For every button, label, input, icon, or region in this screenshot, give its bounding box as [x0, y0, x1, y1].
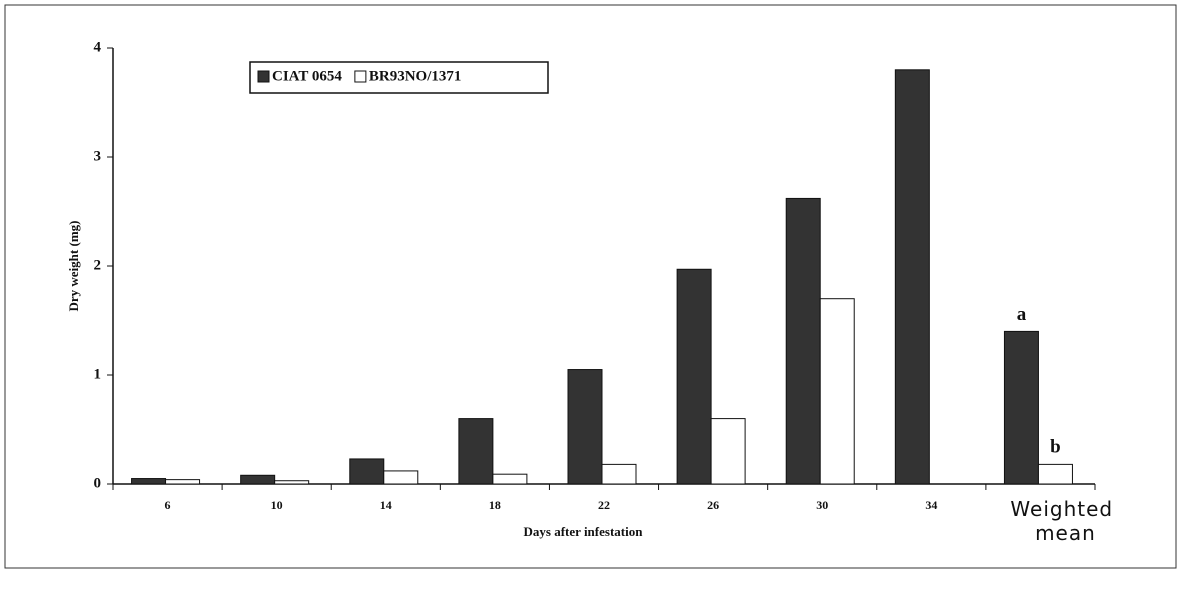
legend-swatch [257, 70, 270, 83]
bar [601, 463, 637, 485]
x-tick-label: 34 [925, 498, 937, 512]
x-tick-label: 10 [271, 498, 283, 512]
x-tick-label: 26 [707, 498, 719, 512]
bar [710, 418, 746, 485]
legend-label: BR93NO/1371 [369, 68, 462, 84]
y-tick-label: 1 [94, 366, 102, 382]
bar [567, 369, 603, 485]
y-tick-label: 0 [94, 475, 102, 491]
y-tick-label: 3 [94, 148, 102, 164]
bar [349, 458, 385, 485]
annotation: b [1050, 437, 1061, 458]
bar [676, 268, 712, 485]
legend-label: CIAT 0654 [272, 68, 342, 84]
bar [894, 69, 930, 485]
x-tick-label: 18 [489, 498, 501, 512]
frame [4, 4, 1177, 569]
bar [131, 478, 167, 485]
bar [274, 480, 310, 485]
legend-swatch [354, 70, 367, 83]
x-tick-label: Weighted mean [1010, 497, 1120, 545]
bar [458, 418, 494, 485]
bar [383, 470, 419, 485]
x-tick-label: 6 [165, 498, 171, 512]
bar [1003, 330, 1039, 485]
y-tick-label: 2 [94, 257, 102, 273]
x-axis-title: Days after infestation [524, 524, 644, 539]
x-tick-label: 30 [816, 498, 828, 512]
bar [819, 298, 855, 485]
bar [240, 474, 276, 485]
y-axis-title: Dry weight (mg) [66, 221, 81, 312]
bar [785, 197, 821, 485]
x-tick-label: 22 [598, 498, 610, 512]
x-tick-label: 14 [380, 498, 392, 512]
legend-box [249, 61, 549, 94]
bar [492, 473, 528, 485]
annotation: a [1017, 304, 1027, 325]
bar [165, 479, 201, 485]
y-tick-label: 4 [94, 39, 102, 55]
bar [1037, 463, 1073, 485]
